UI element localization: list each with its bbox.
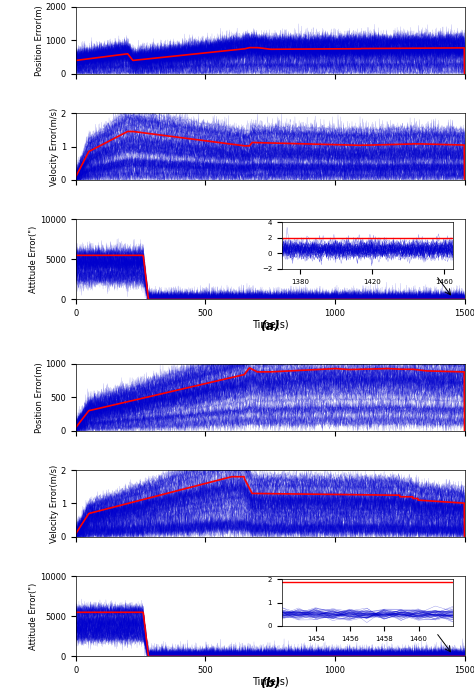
X-axis label: Time(s): Time(s) (252, 320, 289, 330)
Y-axis label: Position Error(m): Position Error(m) (35, 5, 44, 76)
X-axis label: Time(s): Time(s) (252, 676, 289, 687)
Text: (a): (a) (260, 320, 280, 333)
Y-axis label: Attitude Error("): Attitude Error(") (29, 226, 38, 293)
Y-axis label: Velocity Error(m/s): Velocity Error(m/s) (50, 107, 59, 186)
Y-axis label: Attitude Error("): Attitude Error(") (29, 583, 38, 650)
Text: (b): (b) (260, 677, 281, 690)
Y-axis label: Position Error(m): Position Error(m) (35, 362, 44, 433)
Y-axis label: Velocity Error(m/s): Velocity Error(m/s) (50, 464, 59, 542)
